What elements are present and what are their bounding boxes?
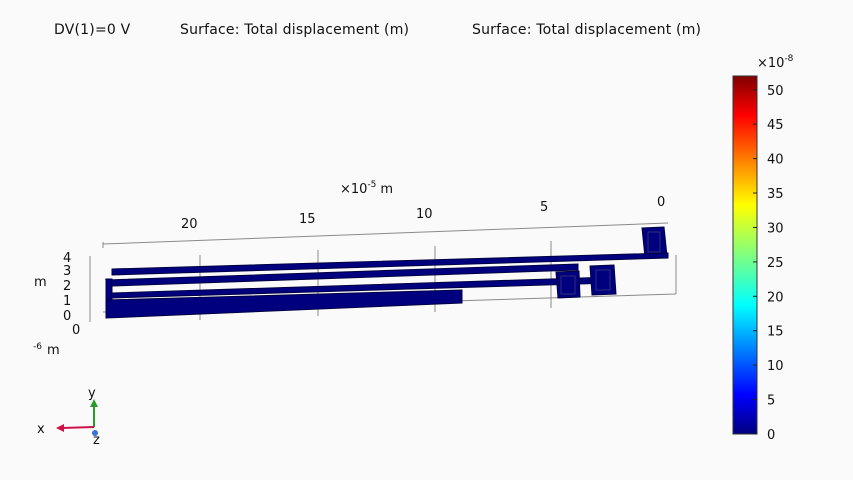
x-tick-20: 20 [181,217,198,232]
colorbar-tick-label: 25 [767,256,784,271]
triad-y-label: y [88,386,96,401]
colorbar-gradient [732,75,758,435]
colorbar-tick-label: 30 [767,221,784,236]
colorbar-tick-label: 50 [767,84,784,99]
triad-x-label: x [37,422,45,437]
triad-z-label: z [93,433,100,448]
z-unit-label: -6 m [33,342,60,358]
z-tick-0: 0 [72,323,80,338]
y-tick-3: 3 [63,264,71,279]
anchor-block-2 [589,264,617,296]
triad-y-arrow-icon [90,399,98,407]
x-tick-0: 0 [657,195,665,210]
x-tick-10: 10 [416,207,433,222]
colorbar-tick-label: 20 [767,290,784,305]
colorbar-tick-label: 5 [767,394,775,409]
block-2-inner [595,269,611,291]
triad-x-arrow-icon [56,424,64,432]
colorbar-multiplier: ×10-8 [757,54,794,71]
plate-base [105,289,463,319]
surface-label-2: Surface: Total displacement (m) [472,22,702,38]
block-1-inner [560,275,576,295]
y-tick-4: 4 [63,251,71,266]
coordinate-triad: y x z [37,386,100,448]
mesh-detail [560,231,661,295]
x-tick-15: 15 [299,212,316,227]
triad-x-axis [61,426,95,429]
beam-top [111,252,669,276]
y-unit-label: m [34,275,47,290]
x-scale-label: ×10-5 m [340,180,393,197]
mesh-structure[interactable] [104,226,669,319]
colorbar-tick-label: 45 [767,118,784,133]
colorbar-tick-label: 0 [767,428,775,443]
anchor-block-3 [641,226,668,258]
y-tick-2: 2 [63,279,71,294]
block-3-inner [647,231,661,253]
colorbar-tick-label: 35 [767,187,784,202]
colorbar-tick-label: 15 [767,325,784,340]
expression-label: DV(1)=0 V [54,22,131,38]
surface-label-1: Surface: Total displacement (m) [180,22,410,38]
anchor-block-1 [555,270,581,299]
triad-z-dot-icon [92,430,98,436]
x-axis-line-top [102,222,669,245]
y-tick-0: 0 [63,309,71,324]
colorbar-tick-label: 40 [767,153,784,168]
colorbar-tick-label: 10 [767,359,784,374]
y-tick-1: 1 [63,294,71,309]
x-tick-5: 5 [540,200,548,215]
